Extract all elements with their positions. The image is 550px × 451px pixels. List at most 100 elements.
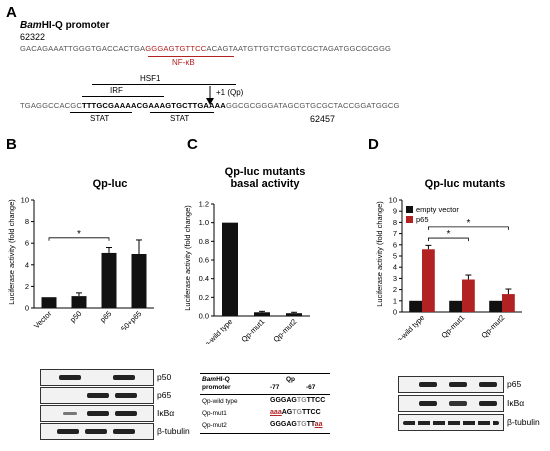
y-tick-label: 1.2 [199,200,209,209]
promoter-title-italic: Bam [20,20,42,31]
significance-star: * [466,218,470,229]
panel-c-title: Qp-luc mutants basal activity [195,166,335,190]
significance-star: * [77,229,81,240]
seq1-nfkb-site: GGGAGTGTTCC [145,44,207,53]
panel-c-title-line2: basal activity [230,178,300,190]
hsf1-label: HSF1 [140,74,161,83]
bar [409,300,422,312]
table-pos-right: -67 [306,384,316,391]
seq2-post: GGCGCGGGATAGCGTGCGCTACCGGATGGCG [225,101,400,110]
blot-d-tubulin [398,414,504,431]
stat-line-2 [150,112,214,113]
hsf1-line [92,84,236,85]
table-row-name: Qp-wild type [202,398,238,405]
blot-b-label-p50: p50 [157,372,172,382]
chart-b-ylabel: Luciferase activity (fold change) [7,199,16,305]
stat-label-1: STAT [90,114,110,123]
y-tick-label: 0 [25,304,29,313]
nfkb-label: NF-κB [172,58,195,67]
x-tick-label: Qp-mut1 [239,317,266,344]
y-tick-label: 7 [393,229,397,238]
blot-d-label-ikba: IκBα [507,398,525,408]
seq2-bold: TTTGCGAAAACGAAAGTGCTTGAAAA [81,101,226,110]
chart-c-ylabel: Luciferase activity (fold change) [183,205,192,311]
bar [422,249,435,312]
blot-b-label-tubulin: β-tubulin [157,426,190,436]
stat-line-1 [70,112,132,113]
x-tick-label: p65 [98,309,113,324]
bar [71,296,87,308]
sequence-line-1: GACAGAAATTGGGTGACCACTGAGGGAGTGTTCCACAGTA… [20,44,391,53]
bar [502,294,515,312]
blot-d-ikba [398,395,504,412]
blot-d-p65 [398,376,504,393]
legend-label: p65 [416,215,429,224]
irf-label: IRF [110,86,123,95]
table-header-promoter: BamHI-Q promoter [202,376,231,392]
panel-b-label: B [6,136,17,153]
table-row-seq-mut1: aaaAGTGTTCC [270,409,321,416]
promoter-title-rest: HI-Q promoter [41,20,110,31]
panel-d-label: D [368,136,379,153]
y-tick-label: 4 [393,263,397,272]
chart-c: Luciferase activity (fold change) 0.0 0.2… [183,200,310,344]
x-tick-label: Qp-mut2 [479,313,506,340]
blot-b-tubulin [40,423,154,440]
chart-d-ylabel: Luciferase activity (fold change) [375,201,384,307]
y-tick-label: 6 [25,239,29,248]
legend-swatch [406,206,413,213]
blot-b-label-ikba: IκBα [157,408,175,418]
panel-d-title: Qp-luc mutants [424,178,506,190]
y-tick-label: 2 [393,285,397,294]
table-row-seq-wt: GGGAGTGTTCC [270,397,326,404]
qp-arrow [206,86,214,105]
chart-d: Luciferase activity (fold change) 0 1 2 3 4 5… [375,196,522,340]
bar [101,252,117,308]
significance-bracket [428,226,509,230]
table-h1-italic: Bam [202,376,217,383]
bar [131,254,147,308]
y-tick-label: 0.8 [199,237,209,246]
chart-b: Luciferase activity (fold change) 0 2 4 6 8 1… [7,196,154,330]
y-tick-label: 9 [393,207,397,216]
bar [462,279,475,312]
x-tick-label: p50+p65 [116,309,143,330]
seq1-post: ACAGTAATGTTGTCTGGTCGCTAGATGGCGCGGG [206,44,392,53]
table-pos-left: -77 [270,384,280,391]
blot-b-label-p65: p65 [157,390,172,400]
table-row-name: Qp-mut1 [202,410,227,417]
promoter-title: BamHI-Q promoter [20,20,109,31]
y-tick-label: 3 [393,274,397,283]
blot-b-ikba [40,405,154,422]
bar [489,300,502,312]
panel-c-label: C [187,136,198,153]
y-tick-label: 6 [393,240,397,249]
qp-label: +1 (Qp) [216,88,244,97]
blot-d-label-tubulin: β-tubulin [507,417,540,427]
y-tick-label: 4 [25,260,29,269]
y-tick-label: 0.2 [199,293,209,302]
blot-b-p50 [40,369,154,386]
y-tick-label: 0.6 [199,256,209,265]
panel-b-title: Qp-luc [92,178,128,190]
y-tick-label: 1 [393,296,397,305]
y-tick-label: 2 [25,282,29,291]
nfkb-underline [148,56,234,57]
table-row-name: Qp-mut2 [202,422,227,429]
coord-start: 62322 [20,32,46,42]
bar [286,313,302,316]
legend-label: empty vector [416,205,459,214]
table-h1-rest: HI-Q [216,376,230,383]
bar [449,300,462,312]
blot-d-label-p65: p65 [507,379,522,389]
y-tick-label: 10 [389,196,397,205]
x-tick-label: p50 [68,309,83,324]
irf-line [82,96,164,97]
coord-end: 62457 [310,114,336,124]
legend-swatch [406,216,413,223]
y-tick-label: 0.0 [199,312,209,321]
panel-a-label: A [6,4,17,21]
stat-label-2: STAT [170,114,190,123]
blot-b-p65 [40,387,154,404]
x-tick-label: Vector [32,309,54,330]
